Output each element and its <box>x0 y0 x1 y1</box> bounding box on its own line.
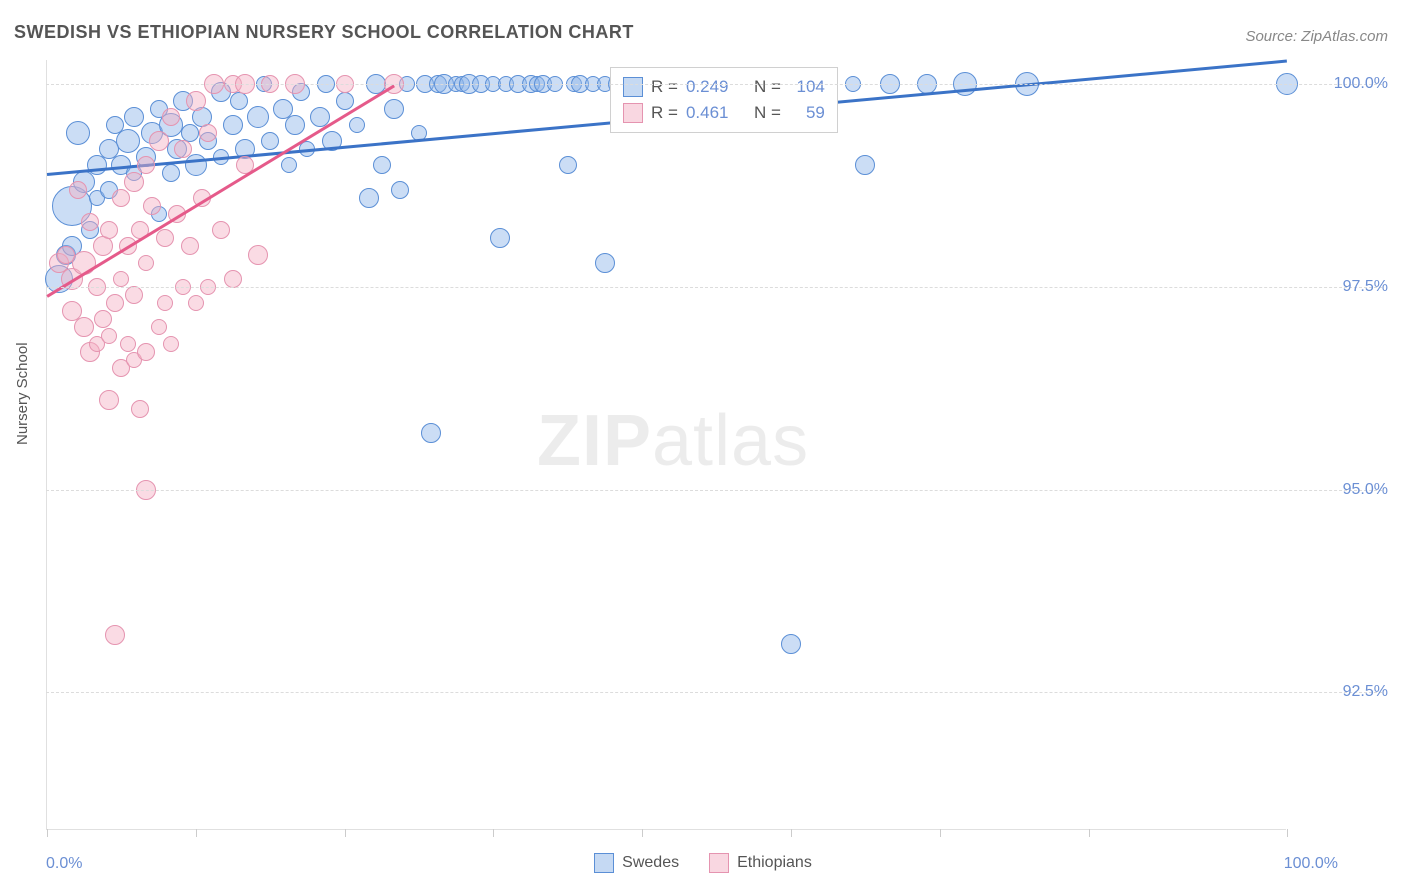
x-tick <box>493 829 494 837</box>
y-axis-label: Nursery School <box>14 342 31 445</box>
data-point <box>94 310 112 328</box>
x-tick <box>1287 829 1288 837</box>
x-min-label: 0.0% <box>46 855 82 873</box>
data-point <box>124 172 144 192</box>
watermark: ZIPatlas <box>537 400 809 482</box>
data-point <box>174 140 192 158</box>
data-point <box>93 236 113 256</box>
data-point <box>162 108 180 126</box>
data-point <box>212 221 230 239</box>
gridline <box>46 490 1382 491</box>
data-point <box>113 271 129 287</box>
data-point <box>199 124 217 142</box>
source-label: Source: ZipAtlas.com <box>1245 28 1388 45</box>
x-tick <box>642 829 643 837</box>
legend-label: Swedes <box>622 854 679 872</box>
x-tick <box>47 829 48 837</box>
data-point <box>157 295 173 311</box>
data-point <box>384 99 404 119</box>
data-point <box>359 188 379 208</box>
data-point <box>181 237 199 255</box>
data-point <box>156 229 174 247</box>
data-point <box>224 270 242 288</box>
x-max-label: 100.0% <box>1284 855 1338 873</box>
stats-row: R =0.461N =59 <box>623 100 825 126</box>
x-tick <box>940 829 941 837</box>
x-tick <box>1089 829 1090 837</box>
data-point <box>112 189 130 207</box>
stats-legend: R =0.249N =104R =0.461N =59 <box>610 67 838 133</box>
data-point <box>143 197 161 215</box>
legend-swatch <box>594 853 614 873</box>
data-point <box>116 129 140 153</box>
data-point <box>186 91 206 111</box>
gridline <box>46 692 1382 693</box>
data-point <box>81 213 99 231</box>
data-point <box>151 319 167 335</box>
data-point <box>349 117 365 133</box>
data-point <box>285 115 305 135</box>
data-point <box>105 625 125 645</box>
legend-swatch <box>709 853 729 873</box>
legend-label: Ethiopians <box>737 854 812 872</box>
data-point <box>74 317 94 337</box>
plot-area: ZIPatlas <box>46 60 1286 830</box>
data-point <box>124 107 144 127</box>
data-point <box>137 343 155 361</box>
data-point <box>188 295 204 311</box>
data-point <box>137 156 155 174</box>
legend-item: Ethiopians <box>709 853 812 873</box>
data-point <box>421 423 441 443</box>
data-point <box>131 400 149 418</box>
stats-row: R =0.249N =104 <box>623 74 825 100</box>
data-point <box>149 131 169 151</box>
data-point <box>373 156 391 174</box>
data-point <box>69 181 87 199</box>
data-point <box>162 164 180 182</box>
data-point <box>120 336 136 352</box>
data-point <box>125 286 143 304</box>
legend-swatch <box>623 77 643 97</box>
x-tick <box>345 829 346 837</box>
data-point <box>87 155 107 175</box>
data-point <box>248 245 268 265</box>
legend-item: Swedes <box>594 853 679 873</box>
data-point <box>138 255 154 271</box>
series-legend: Swedes Ethiopians <box>0 853 1406 873</box>
data-point <box>781 634 801 654</box>
data-point <box>163 336 179 352</box>
data-point <box>490 228 510 248</box>
data-point <box>391 181 409 199</box>
x-tick <box>791 829 792 837</box>
data-point <box>336 92 354 110</box>
data-point <box>559 156 577 174</box>
data-point <box>101 328 117 344</box>
data-point <box>223 115 243 135</box>
y-tick-label: 95.0% <box>1343 481 1388 499</box>
data-point <box>106 294 124 312</box>
data-point <box>66 121 90 145</box>
y-tick-label: 92.5% <box>1343 683 1388 701</box>
y-tick-label: 100.0% <box>1334 75 1388 93</box>
y-tick-label: 97.5% <box>1343 278 1388 296</box>
data-point <box>100 221 118 239</box>
chart-title: SWEDISH VS ETHIOPIAN NURSERY SCHOOL CORR… <box>14 22 634 43</box>
data-point <box>247 106 269 128</box>
data-point <box>261 132 279 150</box>
legend-swatch <box>623 103 643 123</box>
x-tick <box>196 829 197 837</box>
data-point <box>281 157 297 173</box>
data-point <box>855 155 875 175</box>
data-point <box>99 390 119 410</box>
gridline <box>46 287 1382 288</box>
gridline <box>46 84 1382 85</box>
data-point <box>595 253 615 273</box>
